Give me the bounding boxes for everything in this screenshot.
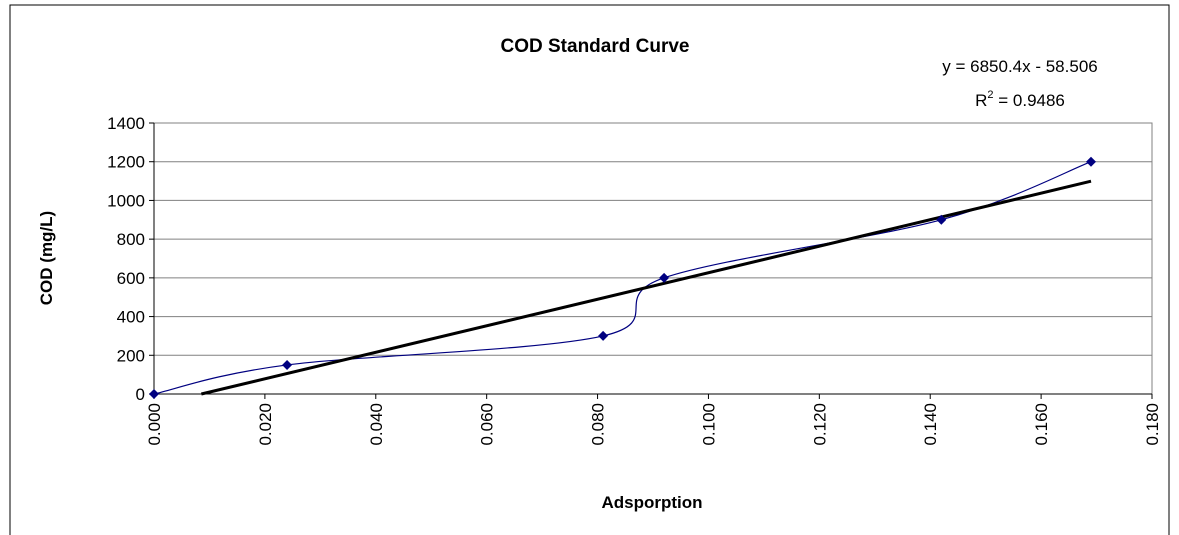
x-tick-label: 0.140 (921, 403, 940, 446)
data-point (282, 359, 293, 370)
data-point (149, 389, 159, 399)
r-squared-part: 2 (987, 89, 993, 101)
x-tick-label: 0.160 (1032, 403, 1051, 446)
x-tick-label: 0.180 (1143, 403, 1162, 446)
y-tick-label: 400 (117, 308, 145, 327)
y-tick-label: 1400 (107, 114, 145, 133)
chart-title: COD Standard Curve (501, 36, 690, 57)
y-tick-label: 1000 (107, 191, 145, 210)
r-squared-part: R (975, 91, 987, 110)
trend-equation: y = 6850.4x - 58.506 (942, 57, 1097, 76)
x-tick-label: 0.000 (145, 403, 164, 446)
plot-area (153, 122, 1153, 395)
data-point (659, 272, 670, 283)
y-axis-label: COD (mg/L) (37, 211, 56, 305)
data-point (598, 330, 609, 341)
x-tick-label: 0.040 (367, 403, 386, 446)
data-point (1086, 156, 1097, 167)
y-tick-label: 0 (136, 385, 145, 404)
r-squared: R2 = 0.9486 (975, 89, 1065, 110)
r-squared-part: = 0.9486 (994, 91, 1065, 110)
y-tick-label: 600 (117, 269, 145, 288)
x-tick-label: 0.020 (256, 403, 275, 446)
y-tick-label: 200 (117, 346, 145, 365)
x-tick-label: 0.060 (478, 403, 497, 446)
x-tick-label: 0.100 (699, 403, 718, 446)
x-tick-label: 0.120 (810, 403, 829, 446)
y-tick-label: 800 (117, 230, 145, 249)
x-axis-label: Adsporption (601, 493, 702, 512)
data-point (936, 214, 947, 225)
y-tick-label: 1200 (107, 153, 145, 172)
x-tick-label: 0.080 (589, 403, 608, 446)
